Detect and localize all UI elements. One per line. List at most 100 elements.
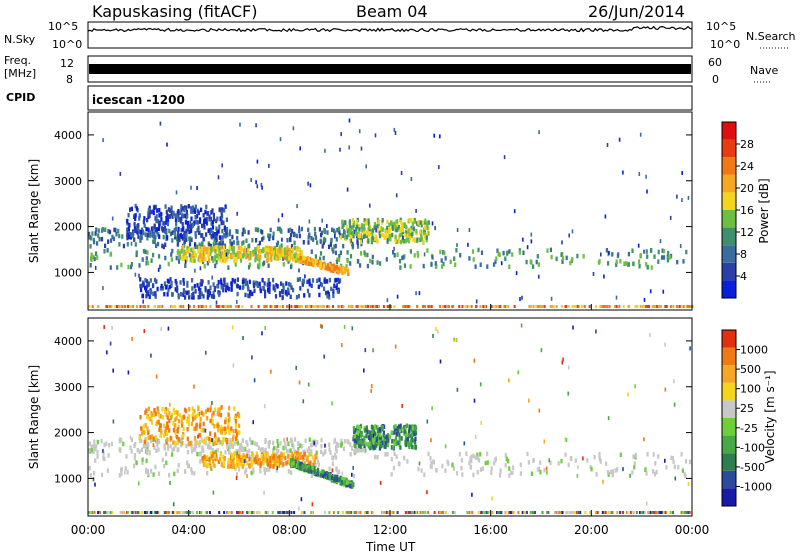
power-cell xyxy=(382,233,385,238)
velocity-cell xyxy=(161,407,164,412)
speckle-cell xyxy=(169,402,171,407)
power-cell xyxy=(318,292,321,298)
velocity-cell xyxy=(394,426,397,431)
near-range-cell xyxy=(649,511,652,514)
velocity-cell xyxy=(248,448,251,454)
power-cell xyxy=(393,253,396,258)
speckle-cell xyxy=(264,326,266,330)
power-cell xyxy=(98,236,101,242)
speckle-cell xyxy=(348,145,350,150)
velocity-cell xyxy=(145,408,148,413)
power-cell xyxy=(230,286,233,292)
speckle-cell xyxy=(664,342,666,347)
velocity-cell xyxy=(455,471,459,476)
power-cell xyxy=(508,249,511,254)
velocity-cell xyxy=(175,435,179,440)
power-cell xyxy=(121,234,124,239)
speckle-cell xyxy=(629,473,631,478)
power-cell xyxy=(326,263,330,268)
velocity-cell xyxy=(213,407,217,412)
power-cell xyxy=(420,236,423,241)
power-cell xyxy=(417,222,420,228)
velocity-cell xyxy=(231,436,235,442)
power-cell xyxy=(218,235,221,240)
power-cell xyxy=(204,247,207,252)
velocity-cell xyxy=(173,446,176,451)
power-cell xyxy=(185,237,188,242)
velocity-cell xyxy=(213,432,217,437)
velocity-cell xyxy=(311,455,314,460)
power-cell xyxy=(140,234,143,239)
velocity-cell xyxy=(504,452,507,458)
velocity-cell xyxy=(186,463,189,468)
velocity-cell xyxy=(220,462,223,468)
speckle-cell xyxy=(103,325,105,330)
power-cell xyxy=(323,279,326,284)
speckle-cell xyxy=(92,477,95,482)
velocity-cell xyxy=(196,451,199,457)
speckle-cell xyxy=(352,465,354,470)
velocity-cell xyxy=(234,419,237,424)
velocity-cell xyxy=(217,459,220,464)
power-cell xyxy=(394,234,397,240)
speckle-cell xyxy=(260,182,263,187)
velocity-cell xyxy=(388,434,392,440)
power-cell xyxy=(662,255,666,260)
power-cell xyxy=(156,208,159,213)
velocity-cell xyxy=(176,440,179,446)
power-cell xyxy=(164,285,167,290)
power-cell xyxy=(235,252,238,258)
speckle-cell xyxy=(500,261,503,266)
speckle-cell xyxy=(217,175,220,180)
power-cell xyxy=(293,240,296,246)
power-cell xyxy=(646,254,649,259)
power-cell xyxy=(228,286,231,292)
velocity-cell xyxy=(536,467,539,472)
colorbar-segment xyxy=(722,470,736,489)
speckle-cell xyxy=(351,326,354,331)
near-range-cell xyxy=(500,511,503,514)
speckle-cell xyxy=(281,237,283,242)
power-cell xyxy=(358,227,361,232)
power-cell xyxy=(357,233,361,239)
power-cell xyxy=(219,257,222,263)
power-cell xyxy=(417,220,420,225)
near-range-cell xyxy=(595,305,597,308)
speckle-cell xyxy=(638,172,641,176)
velocity-cell xyxy=(336,471,339,476)
velocity-cell xyxy=(484,460,487,466)
power-cell xyxy=(157,226,161,231)
near-range-cell xyxy=(626,511,629,514)
power-cell xyxy=(174,235,177,240)
power-cell xyxy=(682,259,685,264)
velocity-cell xyxy=(206,407,209,413)
velocity-cell xyxy=(139,415,142,420)
speckle-cell xyxy=(221,163,223,168)
power-cell xyxy=(440,258,443,263)
velocity-cell xyxy=(375,443,378,448)
near-range-cell xyxy=(601,511,604,514)
power-cell xyxy=(357,224,360,229)
velocity-cell xyxy=(337,442,340,448)
velocity-cell xyxy=(267,455,270,461)
velocity-cell xyxy=(393,441,396,447)
speckle-cell xyxy=(363,368,365,373)
speckle-cell xyxy=(649,332,651,337)
velocity-cell xyxy=(188,414,191,419)
velocity-cell xyxy=(185,443,188,449)
power-cell xyxy=(131,233,135,239)
near-range-cell xyxy=(537,305,540,308)
power-cell xyxy=(289,232,293,238)
power-cell xyxy=(187,248,190,253)
velocity-cell xyxy=(232,455,235,461)
velocity-cell xyxy=(469,464,472,470)
power-cell xyxy=(148,205,151,211)
velocity-cell xyxy=(476,455,479,461)
velocity-cell xyxy=(166,437,169,442)
velocity-cell xyxy=(362,438,365,444)
velocity-cell xyxy=(237,413,240,418)
velocity-cell xyxy=(292,454,295,459)
power-cell xyxy=(188,229,191,235)
velocity-cell xyxy=(238,451,241,457)
